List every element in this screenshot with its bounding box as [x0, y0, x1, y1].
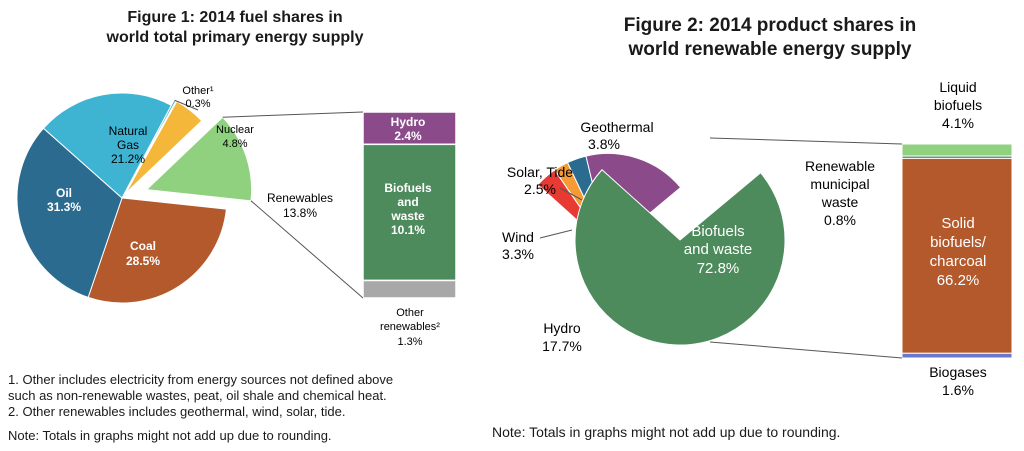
label-solid-name-2: biofuels/	[930, 234, 987, 251]
label-solar-name: Solar, Tide	[507, 164, 573, 180]
label-other-renewables-name-2: renewables²	[380, 321, 440, 333]
label-liquid-name-2: biofuels	[934, 97, 982, 113]
figure-2-title: Figure 2: 2014 product shares in world r…	[560, 14, 980, 62]
figure-2-title-line1: Figure 2: 2014 product shares in	[623, 15, 917, 36]
rounding-note-2: Note: Totals in graphs might not add up …	[492, 424, 841, 440]
figure-1-title-line2: world total primary energy supply	[106, 29, 364, 46]
label-liquid-name-1: Liquid	[939, 79, 976, 95]
label-rmw-name-2: municipal	[810, 176, 869, 192]
connector-line-bottom	[250, 200, 364, 299]
label-other-renewables-value: 1.3%	[397, 336, 422, 348]
label-oil-value: 31.3%	[47, 200, 81, 214]
figure-2-chart	[537, 137, 1013, 359]
leader-line-solar	[559, 187, 583, 201]
figure-1-title: Figure 1: 2014 fuel shares in world tota…	[40, 8, 430, 48]
bar-segment-hydro	[362, 111, 457, 146]
label-other-renewables-name-1: Other	[396, 307, 424, 319]
label-biofuels-1-name-2: and	[397, 195, 418, 209]
label-biogases-value: 1.6%	[942, 382, 974, 398]
label-hydro-1-value: 2.4%	[394, 129, 422, 143]
connector-line-bottom	[709, 341, 903, 359]
label-natural-gas-name-1: Natural	[109, 124, 148, 138]
pie-slice-oil	[16, 127, 123, 299]
rounding-note-1: Note: Totals in graphs might not add up …	[8, 428, 332, 443]
bar-segment-biogases	[901, 352, 1013, 359]
pie-slice-renewables	[145, 116, 253, 202]
connector-line-top	[222, 111, 364, 118]
chart-labels: Other¹ 0.3% Nuclear 4.8% Natural Gas 21.…	[47, 79, 987, 398]
label-rmw-name-3: waste	[821, 194, 859, 210]
label-natural-gas-name-2: Gas	[117, 138, 139, 152]
label-oil-name: Oil	[56, 186, 72, 200]
leader-line-wind	[539, 229, 573, 239]
pie-slice-coal	[87, 197, 227, 304]
label-geothermal-value: 3.8%	[588, 136, 620, 152]
label-wind-name: Wind	[502, 229, 534, 245]
label-coal-value: 28.5%	[126, 254, 160, 268]
bar-segment-other_renewables	[362, 279, 457, 299]
connector-line-top	[709, 137, 903, 145]
label-biofuels-1-name-3: waste	[390, 209, 425, 223]
leader-line-other	[174, 99, 199, 111]
bar-segment-biofuels	[362, 143, 457, 282]
pie-slice-natural_gas	[42, 92, 172, 199]
label-liquid-value: 4.1%	[942, 115, 974, 131]
label-biofuels-2-value: 72.8%	[697, 260, 740, 277]
label-solid-name-3: charcoal	[930, 253, 987, 270]
label-hydro-2-value: 17.7%	[542, 338, 582, 354]
footnote-1-line-2: such as non-renewable wastes, peat, oil …	[8, 388, 387, 403]
label-hydro-2-name: Hydro	[543, 320, 581, 336]
label-hydro-1-name: Hydro	[391, 115, 426, 129]
label-renewables-value: 13.8%	[283, 206, 317, 220]
label-renewables-name: Renewables	[267, 191, 333, 205]
label-wind-value: 3.3%	[502, 246, 534, 262]
footnote-1-line-1: 1. Other includes electricity from energ…	[8, 372, 394, 387]
label-nuclear-value: 4.8%	[222, 138, 247, 150]
label-other-value: 0.3%	[185, 98, 210, 110]
figure-1-chart	[16, 92, 457, 304]
label-solid-value: 66.2%	[937, 272, 980, 289]
label-biofuels-1-name-1: Biofuels	[384, 181, 432, 195]
label-nuclear-name: Nuclear	[216, 124, 254, 136]
label-other-name: Other¹	[182, 85, 214, 97]
label-biofuels-2-name-1: Biofuels	[691, 223, 744, 240]
label-rmw-value: 0.8%	[824, 212, 856, 228]
label-coal-name: Coal	[130, 239, 156, 253]
figure-1-title-line1: Figure 1: 2014 fuel shares in	[127, 9, 343, 26]
bar-segment-liquid	[901, 143, 1013, 157]
pie-slice-biofuels	[574, 169, 786, 346]
figure-2-title-line2: world renewable energy supply	[628, 38, 912, 60]
label-geothermal-name: Geothermal	[580, 119, 653, 135]
label-biofuels-2-name-2: and waste	[684, 241, 752, 258]
label-solar-value: 2.5%	[524, 181, 556, 197]
label-solid-name-1: Solid	[941, 215, 974, 232]
label-natural-gas-value: 21.2%	[111, 152, 145, 166]
footnote-2: 2. Other renewables includes geothermal,…	[8, 404, 346, 419]
bar-segment-solid	[901, 157, 1013, 354]
label-rmw-name-1: Renewable	[805, 158, 875, 174]
label-biofuels-1-value: 10.1%	[391, 223, 425, 237]
label-biogases-name: Biogases	[929, 364, 987, 380]
